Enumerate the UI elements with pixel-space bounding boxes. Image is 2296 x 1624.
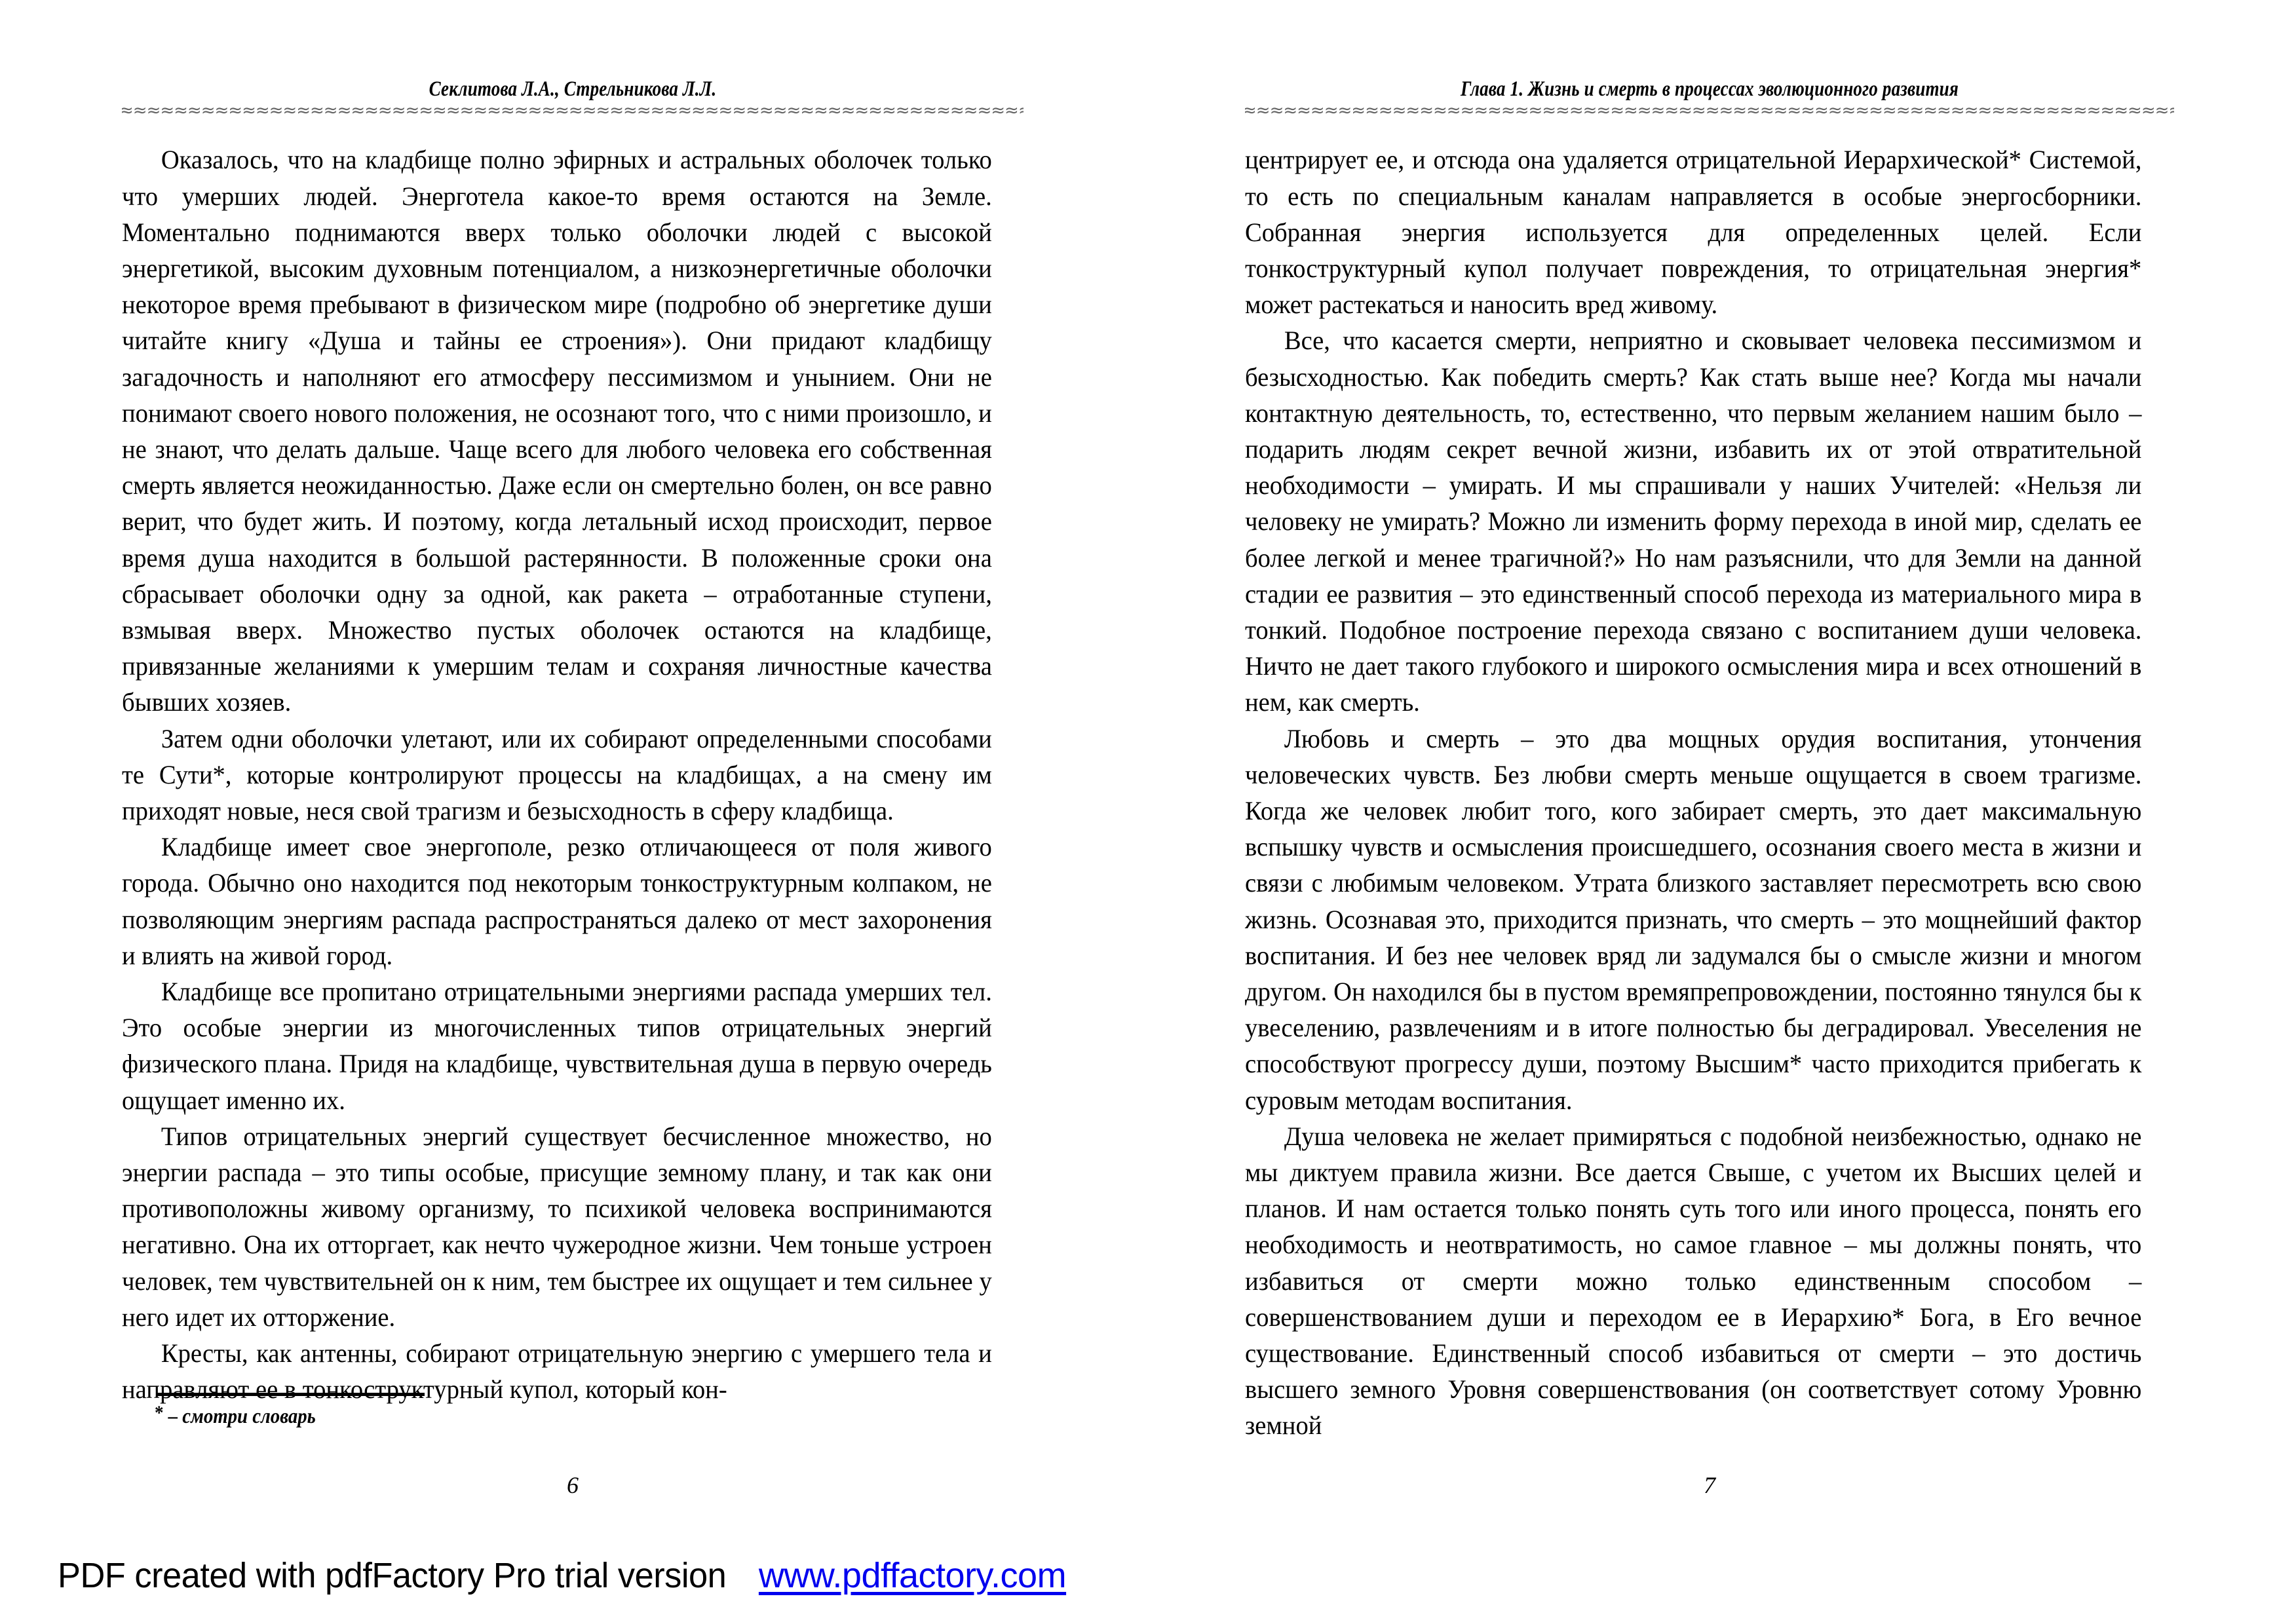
paragraph: Кладбище все пропитано отрицательными эн… xyxy=(122,976,992,1115)
footnote-marker: * xyxy=(155,1401,164,1424)
page-number-left: 6 xyxy=(567,1472,579,1498)
right-page-body: центрирует ее, и отсюда она удаляется от… xyxy=(1245,142,2141,1443)
left-page: Секлитова Л.А., Стрельникова Л.Л. Оказал… xyxy=(0,0,1148,1526)
pdffactory-trial-banner: PDF created with pdfFactory Pro trial ve… xyxy=(0,1526,2296,1624)
paragraph: Душа человека не желает примиряться с по… xyxy=(1245,1121,2142,1441)
footnote: * – смотри словарь xyxy=(155,1401,936,1428)
paragraph: Кладбище имеет свое энергополе, резко от… xyxy=(122,832,992,970)
pdffactory-url-link[interactable]: www.pdffactory.com xyxy=(758,1555,1067,1595)
footnote-separator-rule xyxy=(156,1392,425,1396)
right-running-head: Глава 1. Жизнь и смерть в процессах эвол… xyxy=(1461,77,1959,101)
paragraph: Затем одни оболочки улетают, или их соби… xyxy=(122,723,992,825)
left-page-body: Оказалось, что на кладбище полно эфирных… xyxy=(122,142,992,1407)
paragraph: Оказалось, что на кладбище полно эфирных… xyxy=(122,145,992,717)
book-spread: Секлитова Л.А., Стрельникова Л.Л. Оказал… xyxy=(0,0,2296,1526)
page-number-right: 7 xyxy=(1704,1472,1715,1498)
paragraph: центрирует ее, и отсюда она удаляется от… xyxy=(1245,145,2142,320)
pdffactory-banner-label: PDF created with pdfFactory Pro trial ve… xyxy=(58,1555,727,1595)
paragraph: Типов отрицательных энергий существует б… xyxy=(122,1121,992,1332)
paragraph: Все, что касается смерти, неприятно и ск… xyxy=(1245,326,2142,717)
footnote-zone: * – смотри словарь xyxy=(122,1392,1024,1428)
footnote-label: – смотри словарь xyxy=(168,1403,316,1427)
paragraph: Кресты, как антенны, собирают отрицатель… xyxy=(122,1338,992,1405)
ornament-divider-icon xyxy=(1245,107,2174,119)
paragraph: Любовь и смерть – это два мощных орудия … xyxy=(1245,723,2142,1115)
right-page: Глава 1. Жизнь и смерть в процессах эвол… xyxy=(1148,0,2296,1526)
left-running-head: Секлитова Л.А., Стрельникова Л.Л. xyxy=(429,77,717,101)
ornament-divider-icon xyxy=(122,107,1024,119)
